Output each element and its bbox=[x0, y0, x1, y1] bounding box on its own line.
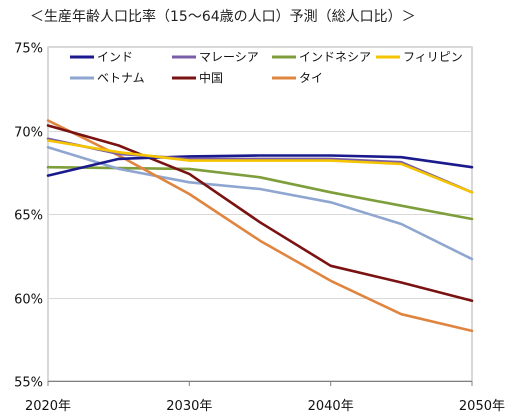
series-line-6 bbox=[46, 124, 474, 303]
series-line-1 bbox=[46, 154, 474, 177]
legend-item: フィリピン bbox=[376, 50, 463, 64]
legend-label: タイ bbox=[299, 71, 323, 85]
y-tick-label: 55% bbox=[14, 376, 43, 391]
legend-item: タイ bbox=[272, 71, 323, 85]
x-tick-label: 2020年 bbox=[25, 399, 71, 414]
legend-label: ベトナム bbox=[97, 71, 145, 85]
legend-label: インド bbox=[97, 50, 133, 64]
legend-item: インド bbox=[70, 50, 133, 64]
x-tick-label: 2050年 bbox=[459, 399, 505, 414]
chart-title: ＜生産年齢人口比率（15～64歳の人口）予測（総人口比）＞ bbox=[30, 8, 416, 25]
gridlines bbox=[48, 47, 472, 299]
legend-label: インドネシア bbox=[299, 50, 371, 64]
y-tick-label: 60% bbox=[14, 293, 43, 308]
legend-label: 中国 bbox=[199, 70, 223, 85]
series-line-5 bbox=[46, 145, 474, 261]
legend-label: フィリピン bbox=[403, 50, 463, 64]
series-lines bbox=[46, 119, 474, 333]
series-line-3 bbox=[46, 165, 474, 221]
y-tick-label: 65% bbox=[14, 209, 43, 224]
legend-item: ベトナム bbox=[70, 71, 145, 85]
legend-item: 中国 bbox=[172, 70, 223, 85]
x-axis: 2020年 2030年 2040年 2050年 bbox=[25, 381, 505, 414]
x-tick-label: 2040年 bbox=[308, 399, 354, 414]
legend-item: マレーシア bbox=[172, 50, 259, 64]
legend-item: インドネシア bbox=[272, 50, 371, 64]
series-line-7 bbox=[46, 119, 474, 333]
y-axis: 55% 60% 65% 70% 75% bbox=[14, 42, 43, 391]
y-tick-label: 70% bbox=[14, 126, 43, 141]
series-line-4 bbox=[46, 139, 474, 194]
legend-label: マレーシア bbox=[199, 50, 259, 64]
series-line-2 bbox=[46, 137, 474, 194]
y-tick-label: 75% bbox=[14, 42, 43, 57]
x-tick-label: 2030年 bbox=[166, 399, 212, 414]
